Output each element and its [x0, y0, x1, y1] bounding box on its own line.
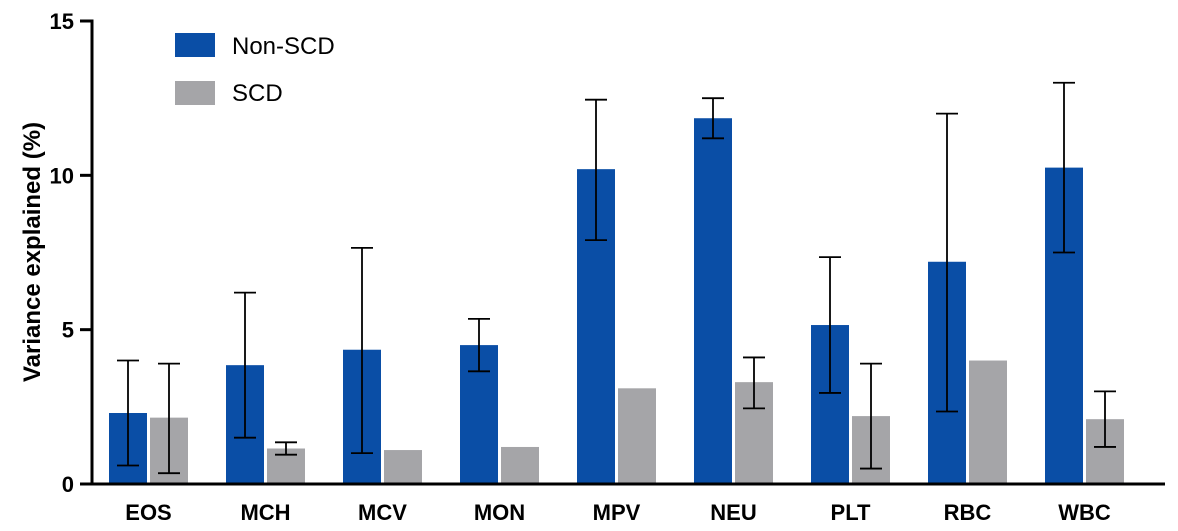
bar	[969, 360, 1007, 484]
legend-label-non-scd: Non-SCD	[232, 33, 335, 60]
y-tick-label: 5	[62, 318, 74, 343]
x-tick-label: MCV	[358, 500, 407, 525]
legend-swatch-non-scd	[175, 33, 215, 57]
legend: Non-SCD SCD	[175, 33, 335, 107]
legend-label-scd: SCD	[232, 80, 283, 107]
axes	[80, 19, 1165, 486]
y-tick-label: 10	[50, 163, 74, 188]
x-ticks: EOS MCH MCV MON MPV NEU PLT RBC WBC	[125, 500, 1111, 525]
y-tick-label: 15	[50, 9, 74, 34]
y-tick-label: 0	[62, 472, 74, 497]
bar	[618, 388, 656, 484]
y-ticks: 0 5 10 15	[50, 9, 92, 497]
x-tick-label: MON	[474, 500, 525, 525]
bar	[694, 118, 732, 484]
x-tick-label: RBC	[944, 500, 992, 525]
x-tick-label: WBC	[1058, 500, 1111, 525]
x-tick-label: PLT	[831, 500, 871, 525]
bar	[501, 446, 539, 484]
x-tick-label: EOS	[125, 500, 171, 525]
bars-layer	[109, 118, 1124, 484]
bar	[384, 450, 422, 484]
legend-swatch-scd	[175, 81, 215, 105]
error-bars-layer	[117, 81, 1116, 475]
x-tick-label: NEU	[710, 500, 756, 525]
x-tick-label: MCH	[240, 500, 290, 525]
y-axis-title: Variance explained (%)	[19, 122, 46, 382]
x-tick-label: MPV	[593, 500, 641, 525]
